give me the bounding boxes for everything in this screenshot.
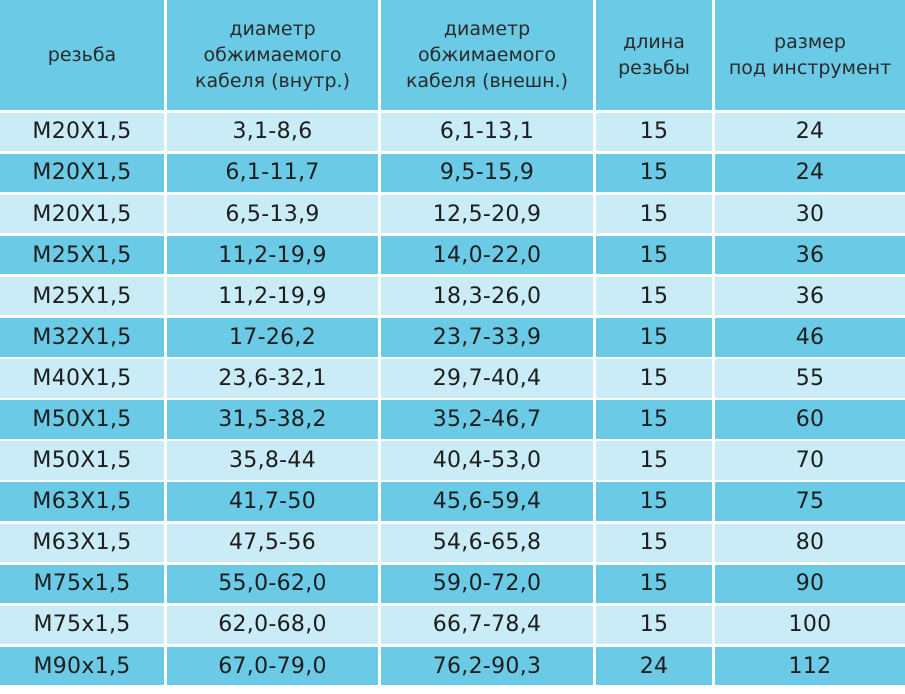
table-cell: 40,4-53,0: [381, 441, 593, 480]
table-cell: 66,7-78,4: [381, 605, 593, 645]
header-thread-label: резьба: [47, 44, 117, 66]
header-outer-diameter-label: диаметр обжимаемого кабеля (внешн.): [405, 18, 569, 92]
table-cell: 31,5-38,2: [167, 400, 378, 439]
table-cell: 18,3-26,0: [381, 276, 593, 316]
table-cell: 15: [596, 235, 712, 275]
table-cell: M25X1,5: [0, 276, 164, 316]
table-cell: 15: [596, 112, 712, 152]
table-cell: 9,5-15,9: [381, 153, 593, 193]
table-cell: 23,7-33,9: [381, 318, 593, 357]
table-cell: M63X1,5: [0, 523, 164, 563]
table-cell: 62,0-68,0: [167, 605, 378, 645]
header-thread: резьба: [0, 0, 164, 110]
table-cell: 15: [596, 153, 712, 193]
header-thread-length: длина резьбы: [596, 0, 712, 110]
table-cell: 36: [715, 235, 905, 275]
table-cell: M40X1,5: [0, 359, 164, 398]
table-cell: 60: [715, 400, 905, 439]
table-cell: M20X1,5: [0, 153, 164, 193]
header-inner-diameter: диаметр обжимаемого кабеля (внутр.): [167, 0, 378, 110]
table-cell: 24: [715, 112, 905, 152]
table-cell: 55,0-62,0: [167, 564, 378, 604]
table-cell: 59,0-72,0: [381, 564, 593, 604]
table-cell: 112: [715, 646, 905, 686]
table-cell: M20X1,5: [0, 112, 164, 152]
header-tool-size-label: размер под инструмент: [728, 31, 892, 79]
table-cell: 76,2-90,3: [381, 646, 593, 686]
table-cell: 15: [596, 605, 712, 645]
table-cell: 67,0-79,0: [167, 646, 378, 686]
table-cell: M90x1,5: [0, 646, 164, 686]
table-cell: 35,8-44: [167, 441, 378, 480]
table-cell: 14,0-22,0: [381, 235, 593, 275]
table-cell: 3,1-8,6: [167, 112, 378, 152]
table-cell: 23,6-32,1: [167, 359, 378, 398]
table-cell: 70: [715, 441, 905, 480]
table-cell: 35,2-46,7: [381, 400, 593, 439]
table-cell: M50X1,5: [0, 441, 164, 480]
table-cell: 6,5-13,9: [167, 194, 378, 234]
table-cell: 15: [596, 441, 712, 480]
table-cell: 15: [596, 359, 712, 398]
header-tool-size: размер под инструмент: [715, 0, 905, 110]
table-cell: 47,5-56: [167, 523, 378, 563]
table-cell: 15: [596, 523, 712, 563]
table-cell: 11,2-19,9: [167, 276, 378, 316]
table-cell: 54,6-65,8: [381, 523, 593, 563]
table-cell: 15: [596, 564, 712, 604]
table-cell: 90: [715, 564, 905, 604]
table-cell: 15: [596, 276, 712, 316]
header-outer-diameter: диаметр обжимаемого кабеля (внешн.): [381, 0, 593, 110]
table-cell: M32X1,5: [0, 318, 164, 357]
table-cell: 15: [596, 194, 712, 234]
table-cell: 12,5-20,9: [381, 194, 593, 234]
table-cell: 15: [596, 482, 712, 521]
table-cell: 24: [715, 153, 905, 193]
table-cell: 15: [596, 400, 712, 439]
table-cell: 80: [715, 523, 905, 563]
table-cell: 6,1-13,1: [381, 112, 593, 152]
table-cell: 11,2-19,9: [167, 235, 378, 275]
table-cell: 29,7-40,4: [381, 359, 593, 398]
table-cell: 55: [715, 359, 905, 398]
table-cell: 45,6-59,4: [381, 482, 593, 521]
table-cell: M25X1,5: [0, 235, 164, 275]
table-cell: 100: [715, 605, 905, 645]
table-cell: 6,1-11,7: [167, 153, 378, 193]
table-cell: 36: [715, 276, 905, 316]
table-cell: 30: [715, 194, 905, 234]
table-cell: M75x1,5: [0, 564, 164, 604]
table-cell: 15: [596, 318, 712, 357]
header-inner-diameter-label: диаметр обжимаемого кабеля (внутр.): [195, 18, 350, 92]
table-cell: M75x1,5: [0, 605, 164, 645]
table-cell: 41,7-50: [167, 482, 378, 521]
table-cell: M20X1,5: [0, 194, 164, 234]
table-cell: 24: [596, 646, 712, 686]
table-cell: 17-26,2: [167, 318, 378, 357]
table-cell: 46: [715, 318, 905, 357]
table-cell: 75: [715, 482, 905, 521]
table-cell: M63X1,5: [0, 482, 164, 521]
table-cell: M50X1,5: [0, 400, 164, 439]
header-thread-length-label: длина резьбы: [618, 31, 690, 79]
